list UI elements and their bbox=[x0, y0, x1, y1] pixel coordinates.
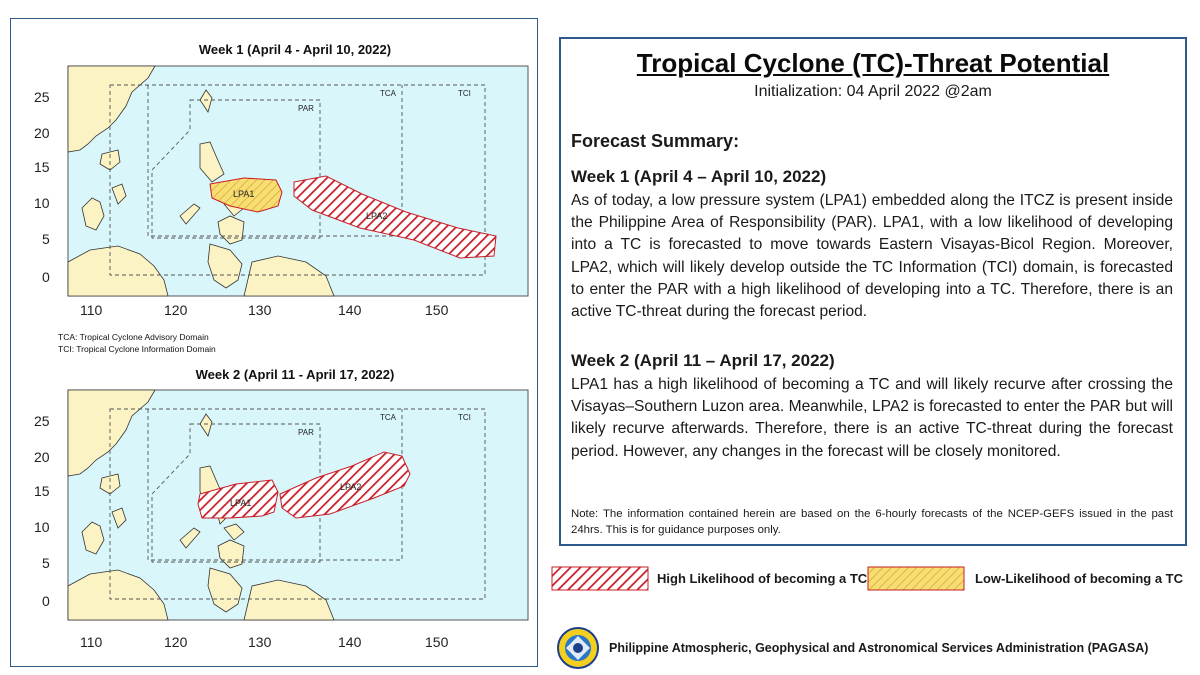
lat-tick: 0 bbox=[42, 593, 50, 609]
guidance-note: Note: The information contained herein a… bbox=[571, 508, 1173, 536]
lon-tick: 130 bbox=[248, 634, 272, 650]
lat-tick: 25 bbox=[34, 413, 50, 429]
lat-tick: 0 bbox=[42, 269, 50, 285]
initialization-time: Initialization: 04 April 2022 @2am bbox=[754, 83, 992, 100]
map-week2: PAR TCA TCI LPA1 LPA2 0 5 10 15 20 25 bbox=[34, 389, 529, 621]
par-domain bbox=[151, 423, 321, 563]
high-likelihood-label: High Likelihood of becoming a TC bbox=[657, 571, 868, 586]
lat-tick: 20 bbox=[34, 449, 50, 465]
tca-label: TCA bbox=[380, 413, 397, 422]
par-domain bbox=[151, 99, 321, 239]
lon-tick: 130 bbox=[248, 302, 272, 318]
lat-tick: 25 bbox=[34, 89, 50, 105]
tci-label: TCI bbox=[458, 89, 471, 98]
week2-text: LPA1 has a high likelihood of becoming a… bbox=[571, 376, 1173, 460]
lpa1-label: LPA1 bbox=[230, 498, 251, 508]
lpa1-area bbox=[197, 479, 279, 519]
forecast-summary-heading: Forecast Summary: bbox=[571, 131, 740, 151]
par-label: PAR bbox=[298, 104, 314, 113]
lat-tick: 5 bbox=[42, 555, 50, 571]
lpa1-area bbox=[209, 177, 283, 213]
lon-tick: 120 bbox=[164, 634, 188, 650]
lpa2-label: LPA2 bbox=[366, 211, 387, 221]
lon-tick: 110 bbox=[80, 634, 103, 650]
lpa1-label: LPA1 bbox=[233, 189, 254, 199]
lat-tick: 20 bbox=[34, 125, 50, 141]
lpa2-area bbox=[279, 451, 411, 519]
map-week2-title: Week 2 (April 11 - April 17, 2022) bbox=[195, 367, 395, 382]
map-week1-title: Week 1 (April 4 - April 10, 2022) bbox=[198, 42, 392, 57]
par-label: PAR bbox=[298, 428, 314, 437]
week1-text: As of today, a low pressure system (LPA1… bbox=[571, 192, 1173, 321]
lon-tick: 140 bbox=[338, 634, 362, 650]
domain-note-tci: TCI: Tropical Cyclone Information Domain bbox=[58, 344, 216, 354]
lat-tick: 10 bbox=[34, 195, 50, 211]
tci-domain bbox=[109, 408, 486, 600]
tci-label: TCI bbox=[458, 413, 471, 422]
lat-tick: 15 bbox=[34, 483, 50, 499]
forecast-summary-panel: Tropical Cyclone (TC)-Threat Potential I… bbox=[559, 37, 1187, 546]
map-week1: PAR TCA TCI LPA1 LPA2 0 5 10 15 20 25 bbox=[34, 65, 529, 297]
lpa2-area bbox=[293, 175, 497, 259]
low-likelihood-swatch bbox=[867, 566, 965, 591]
tca-label: TCA bbox=[380, 89, 397, 98]
lon-tick: 120 bbox=[164, 302, 188, 318]
lat-ticks: 0 5 10 15 20 25 bbox=[34, 89, 50, 285]
lon-ticks-week1: 110 120 130 140 150 bbox=[68, 302, 518, 322]
lon-tick: 110 bbox=[80, 302, 103, 318]
summary-title: Tropical Cyclone (TC)-Threat Potential bbox=[636, 48, 1110, 78]
lat-tick: 10 bbox=[34, 519, 50, 535]
landmass bbox=[67, 65, 335, 297]
lat-ticks: 0 5 10 15 20 25 bbox=[34, 413, 50, 609]
week1-heading: Week 1 (April 4 – April 10, 2022) bbox=[571, 167, 827, 186]
lpa2-label: LPA2 bbox=[340, 482, 361, 492]
tci-domain bbox=[109, 84, 486, 276]
week2-heading: Week 2 (April 11 – April 17, 2022) bbox=[571, 351, 835, 370]
lon-tick: 150 bbox=[425, 634, 449, 650]
pagasa-logo-icon bbox=[557, 627, 599, 669]
lon-tick: 150 bbox=[425, 302, 449, 318]
low-likelihood-label: Low-Likelihood of becoming a TC bbox=[975, 571, 1183, 586]
lon-ticks-week2: 110 120 130 140 150 bbox=[68, 634, 518, 654]
high-likelihood-swatch bbox=[551, 566, 649, 591]
lat-tick: 5 bbox=[42, 231, 50, 247]
domain-note-tca: TCA: Tropical Cyclone Advisory Domain bbox=[58, 332, 209, 342]
lat-tick: 15 bbox=[34, 159, 50, 175]
lon-tick: 140 bbox=[338, 302, 362, 318]
agency-name: Philippine Atmospheric, Geophysical and … bbox=[609, 641, 1149, 655]
